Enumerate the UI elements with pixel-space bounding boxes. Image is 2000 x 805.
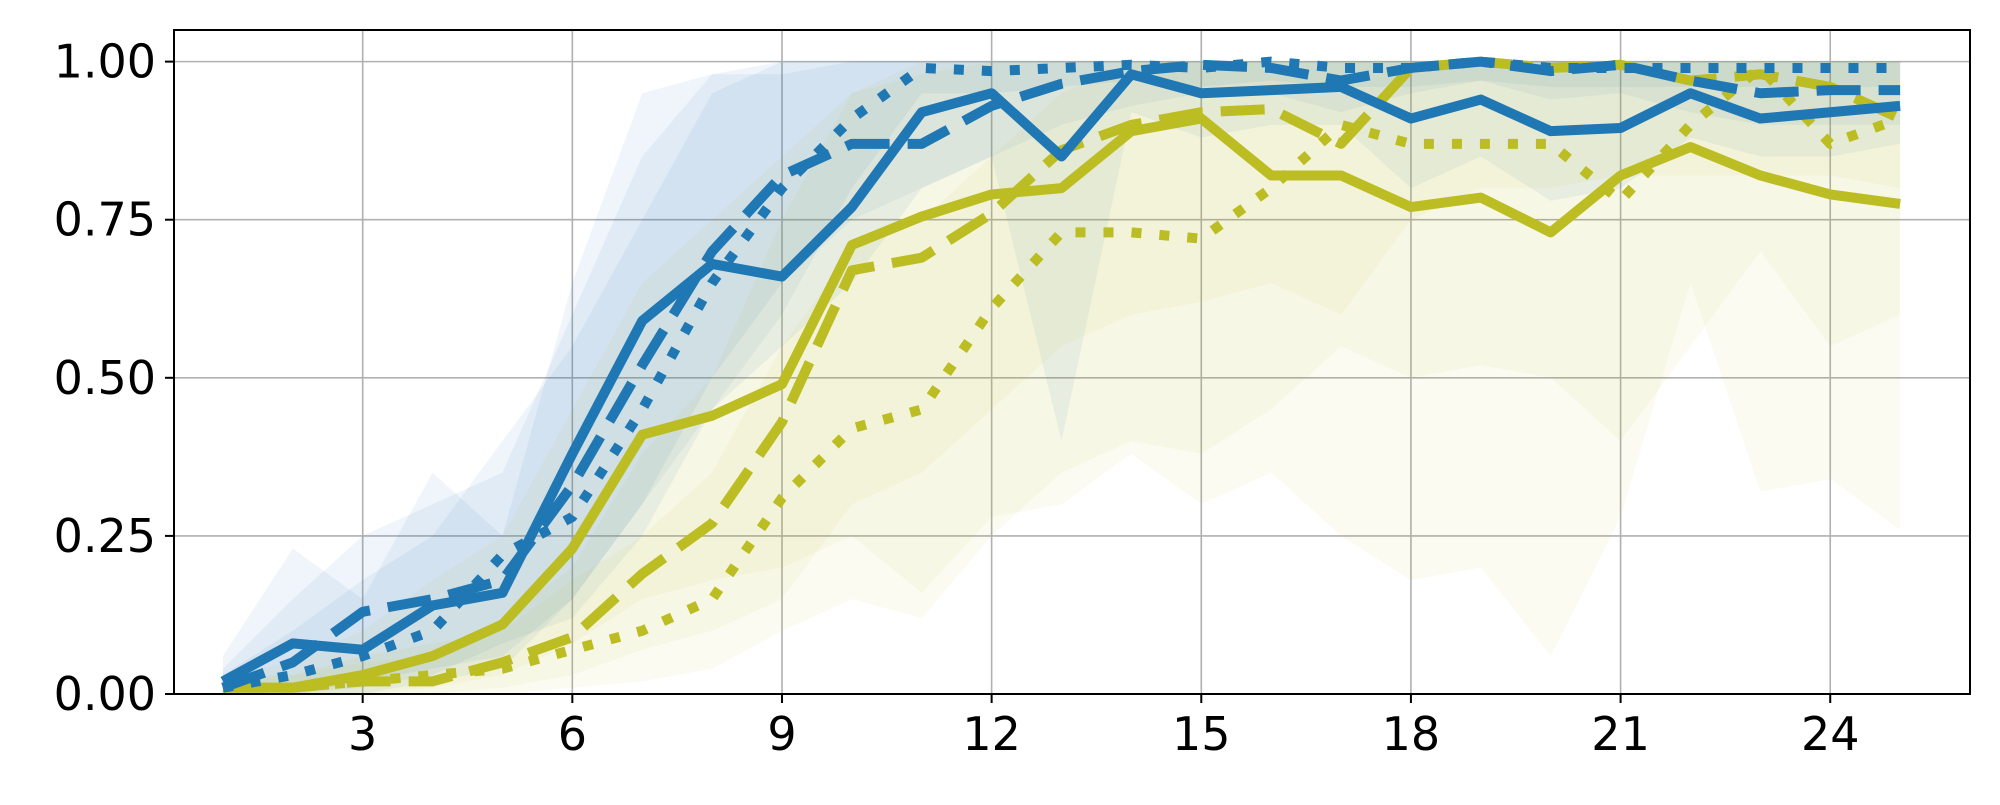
y-tick-label: 1.00 xyxy=(54,35,156,89)
confidence-bands xyxy=(222,61,1901,695)
series-line-5 xyxy=(222,62,1902,693)
y-tick-labels: 0.00 0.25 0.50 0.75 1.00 xyxy=(54,35,156,721)
y-tick-label: 0.75 xyxy=(54,193,156,247)
x-tick-label: 12 xyxy=(962,707,1021,761)
axes-frame xyxy=(173,29,1971,695)
y-tick-label: 0.25 xyxy=(54,509,156,563)
confidence-band-0 xyxy=(222,61,1901,695)
x-tick-label: 24 xyxy=(1801,707,1860,761)
series-line-1 xyxy=(221,56,1901,693)
series-lines xyxy=(220,56,1903,693)
x-tick-label: 9 xyxy=(767,707,796,761)
x-tick-label: 15 xyxy=(1172,707,1231,761)
y-tick-label: 0.00 xyxy=(54,667,156,721)
tick-marks xyxy=(165,60,1832,703)
confidence-band-3 xyxy=(222,61,1901,695)
x-tick-labels: 3 6 9 12 15 18 21 24 xyxy=(348,707,1859,761)
x-tick-label: 6 xyxy=(558,707,587,761)
confidence-band-4 xyxy=(222,61,1901,695)
confidence-band-2 xyxy=(222,61,1901,695)
series-line-3 xyxy=(222,113,1901,693)
x-tick-label: 3 xyxy=(348,707,377,761)
x-tick-label: 18 xyxy=(1382,707,1441,761)
x-tick-label: 21 xyxy=(1591,707,1650,761)
confidence-band-1 xyxy=(222,61,1901,695)
confidence-band-5 xyxy=(222,61,1901,695)
y-tick-label: 0.50 xyxy=(54,351,156,405)
series-line-0 xyxy=(220,69,1901,686)
